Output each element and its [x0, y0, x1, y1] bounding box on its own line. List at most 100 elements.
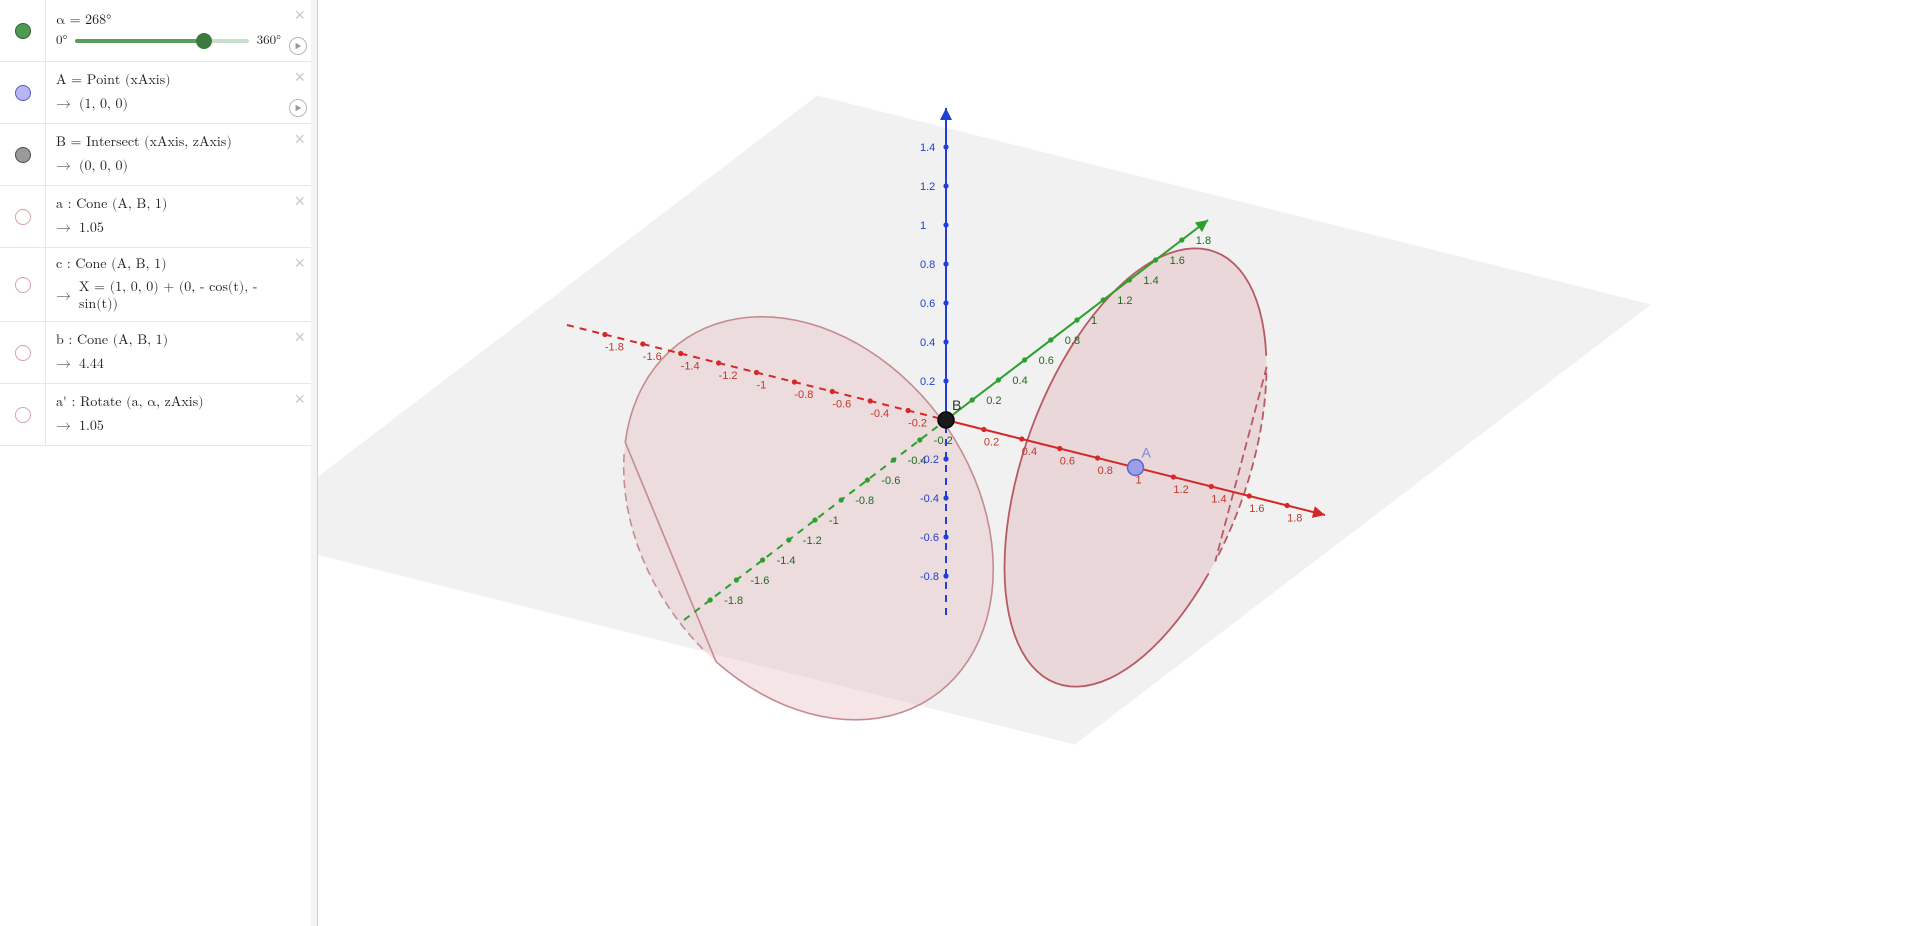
point-B-label: B [952, 397, 961, 413]
y-axis-tick [1101, 297, 1106, 302]
x-axis-tick [640, 341, 645, 346]
x-axis-tick [1019, 436, 1024, 441]
z-axis-tick [943, 456, 948, 461]
object-row[interactable]: B = Intersect (xAxis, zAxis)→(0, 0, 0)× [0, 124, 317, 186]
y-axis-tick [760, 557, 765, 562]
close-icon[interactable]: × [294, 192, 305, 210]
x-axis-tick-label: -0.4 [870, 408, 889, 420]
x-axis-tick-label: 0.4 [1022, 446, 1037, 458]
close-icon[interactable]: × [294, 68, 305, 86]
definition-line: B = Intersect (xAxis, zAxis) [56, 134, 281, 151]
x-axis-tick-label: 1 [1136, 475, 1142, 487]
visibility-toggle[interactable] [0, 124, 46, 185]
x-axis-tick-label: 1.4 [1211, 494, 1226, 506]
x-axis-tick [1209, 484, 1214, 489]
value-line: →(1, 0, 0) [56, 95, 281, 113]
y-axis-tick-label: -1.2 [803, 535, 822, 547]
y-axis-tick [1153, 257, 1158, 262]
z-axis-tick [943, 339, 948, 344]
y-axis-tick [1127, 277, 1132, 282]
visibility-toggle[interactable] [0, 384, 46, 445]
x-axis-tick-label: -0.2 [908, 418, 927, 430]
play-icon[interactable] [289, 99, 307, 117]
z-axis-arrow-icon [940, 108, 952, 120]
y-axis-tick [865, 477, 870, 482]
x-axis-tick [868, 398, 873, 403]
point-B[interactable] [938, 412, 954, 428]
visibility-toggle[interactable] [0, 186, 46, 247]
object-row[interactable]: b : Cone (A, B, 1)→4.44× [0, 322, 317, 384]
definition-line: a : Cone (A, B, 1) [56, 196, 281, 213]
x-axis-tick-label: 1.2 [1173, 484, 1188, 496]
slider[interactable]: 0°360° [56, 33, 281, 49]
arrow-icon: → [56, 95, 71, 113]
z-axis-tick [943, 573, 948, 578]
object-row[interactable]: a : Cone (A, B, 1) →1.05 × [0, 186, 317, 248]
play-icon[interactable] [289, 37, 307, 55]
y-axis-tick-label: -0.2 [934, 435, 953, 447]
arrow-icon: → [56, 287, 71, 305]
graphics3d-view[interactable]: -1.8-1.6-1.4-1.2-1-0.8-0.6-0.4-0.20.20.4… [318, 0, 1920, 926]
y-axis-tick [839, 497, 844, 502]
value-line: →1.05 [56, 219, 281, 237]
x-axis-tick-label: -0.8 [794, 389, 813, 401]
definition-line: c : Cone (A, B, 1) [56, 256, 281, 273]
x-axis-tick [981, 427, 986, 432]
y-axis-tick [1074, 317, 1079, 322]
visibility-toggle[interactable] [0, 248, 46, 321]
y-axis-tick [1048, 337, 1053, 342]
slider-thumb[interactable] [196, 33, 212, 49]
object-row[interactable]: a' : Rotate (a, α, zAxis)→1.05× [0, 384, 317, 446]
y-axis-tick [708, 597, 713, 602]
value-line: →X = (1, 0, 0) + (0, - cos(t), - sin(t)) [56, 279, 281, 313]
point-A[interactable] [1128, 460, 1144, 476]
x-axis-tick-label: -1 [757, 380, 767, 392]
row-body: b : Cone (A, B, 1)→4.44 [46, 322, 317, 383]
y-axis-tick-label: 1.6 [1170, 255, 1185, 267]
y-axis-tick-label: -1.4 [777, 555, 796, 567]
y-axis-tick [917, 437, 922, 442]
slider-max-label: 360° [257, 33, 281, 49]
close-icon[interactable]: × [294, 328, 305, 346]
visibility-toggle[interactable] [0, 322, 46, 383]
y-axis-tick [1179, 237, 1184, 242]
z-axis-tick-label: 0.2 [920, 376, 935, 388]
row-body: a : Cone (A, B, 1) →1.05 [46, 186, 317, 247]
z-axis-tick [943, 144, 948, 149]
y-axis-tick-label: -1.8 [724, 595, 743, 607]
slider-row-alpha[interactable]: α = 268°0°360°× [0, 0, 317, 62]
y-axis-tick [891, 457, 896, 462]
visibility-toggle[interactable] [0, 62, 46, 123]
value-line: →4.44 [56, 355, 281, 373]
row-body: c : Cone (A, B, 1) →X = (1, 0, 0) + (0, -… [46, 248, 317, 321]
close-icon[interactable]: × [294, 130, 305, 148]
x-axis-tick [678, 351, 683, 356]
close-icon[interactable]: × [294, 390, 305, 408]
point-A-label: A [1142, 445, 1152, 461]
z-axis-tick [943, 300, 948, 305]
z-axis-tick [943, 534, 948, 539]
y-axis-tick-label: -1.6 [750, 575, 769, 587]
x-axis-tick-label: -1.8 [605, 342, 624, 354]
x-axis-tick-label: -1.4 [681, 361, 700, 373]
close-icon[interactable]: × [294, 6, 305, 24]
y-axis-tick-label: 0.2 [986, 395, 1001, 407]
visibility-toggle[interactable] [0, 0, 46, 61]
close-icon[interactable]: × [294, 254, 305, 272]
x-axis-tick-label: 0.6 [1060, 456, 1075, 468]
y-axis-tick-label: 0.4 [1012, 375, 1027, 387]
z-axis-tick-label: -0.2 [920, 454, 939, 466]
y-axis-tick-label: -1 [829, 515, 839, 527]
arrow-icon: → [56, 417, 71, 435]
z-axis-tick-label: -0.4 [920, 493, 939, 505]
row-body: a' : Rotate (a, α, zAxis)→1.05 [46, 384, 317, 445]
z-axis-tick-label: 0.8 [920, 259, 935, 271]
object-row[interactable]: A = Point (xAxis)→(1, 0, 0)× [0, 62, 317, 124]
x-axis-tick [1285, 503, 1290, 508]
value-line: →1.05 [56, 417, 281, 435]
x-axis-tick-label: 1.8 [1287, 513, 1302, 525]
object-row[interactable]: c : Cone (A, B, 1) →X = (1, 0, 0) + (0, -… [0, 248, 317, 322]
slider-track[interactable] [75, 39, 248, 43]
y-axis-tick [996, 377, 1001, 382]
arrow-icon: → [56, 157, 71, 175]
